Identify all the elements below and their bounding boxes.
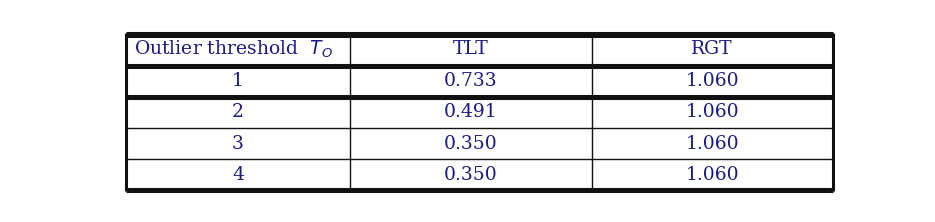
Text: 4: 4 (232, 166, 244, 184)
Text: 0.350: 0.350 (444, 166, 498, 184)
Text: 0.733: 0.733 (444, 72, 497, 90)
Text: 1.060: 1.060 (685, 135, 739, 153)
Text: Outlier threshold  $T_O$: Outlier threshold $T_O$ (135, 39, 333, 60)
Text: RGT: RGT (692, 40, 733, 58)
Text: 1.060: 1.060 (685, 166, 739, 184)
Text: 1: 1 (232, 72, 244, 90)
Text: 1.060: 1.060 (685, 103, 739, 121)
Text: 1.060: 1.060 (685, 72, 739, 90)
Text: 2: 2 (232, 103, 244, 121)
Text: TLT: TLT (453, 40, 489, 58)
Text: 0.350: 0.350 (444, 135, 498, 153)
Text: 0.491: 0.491 (444, 103, 497, 121)
Text: 3: 3 (232, 135, 244, 153)
